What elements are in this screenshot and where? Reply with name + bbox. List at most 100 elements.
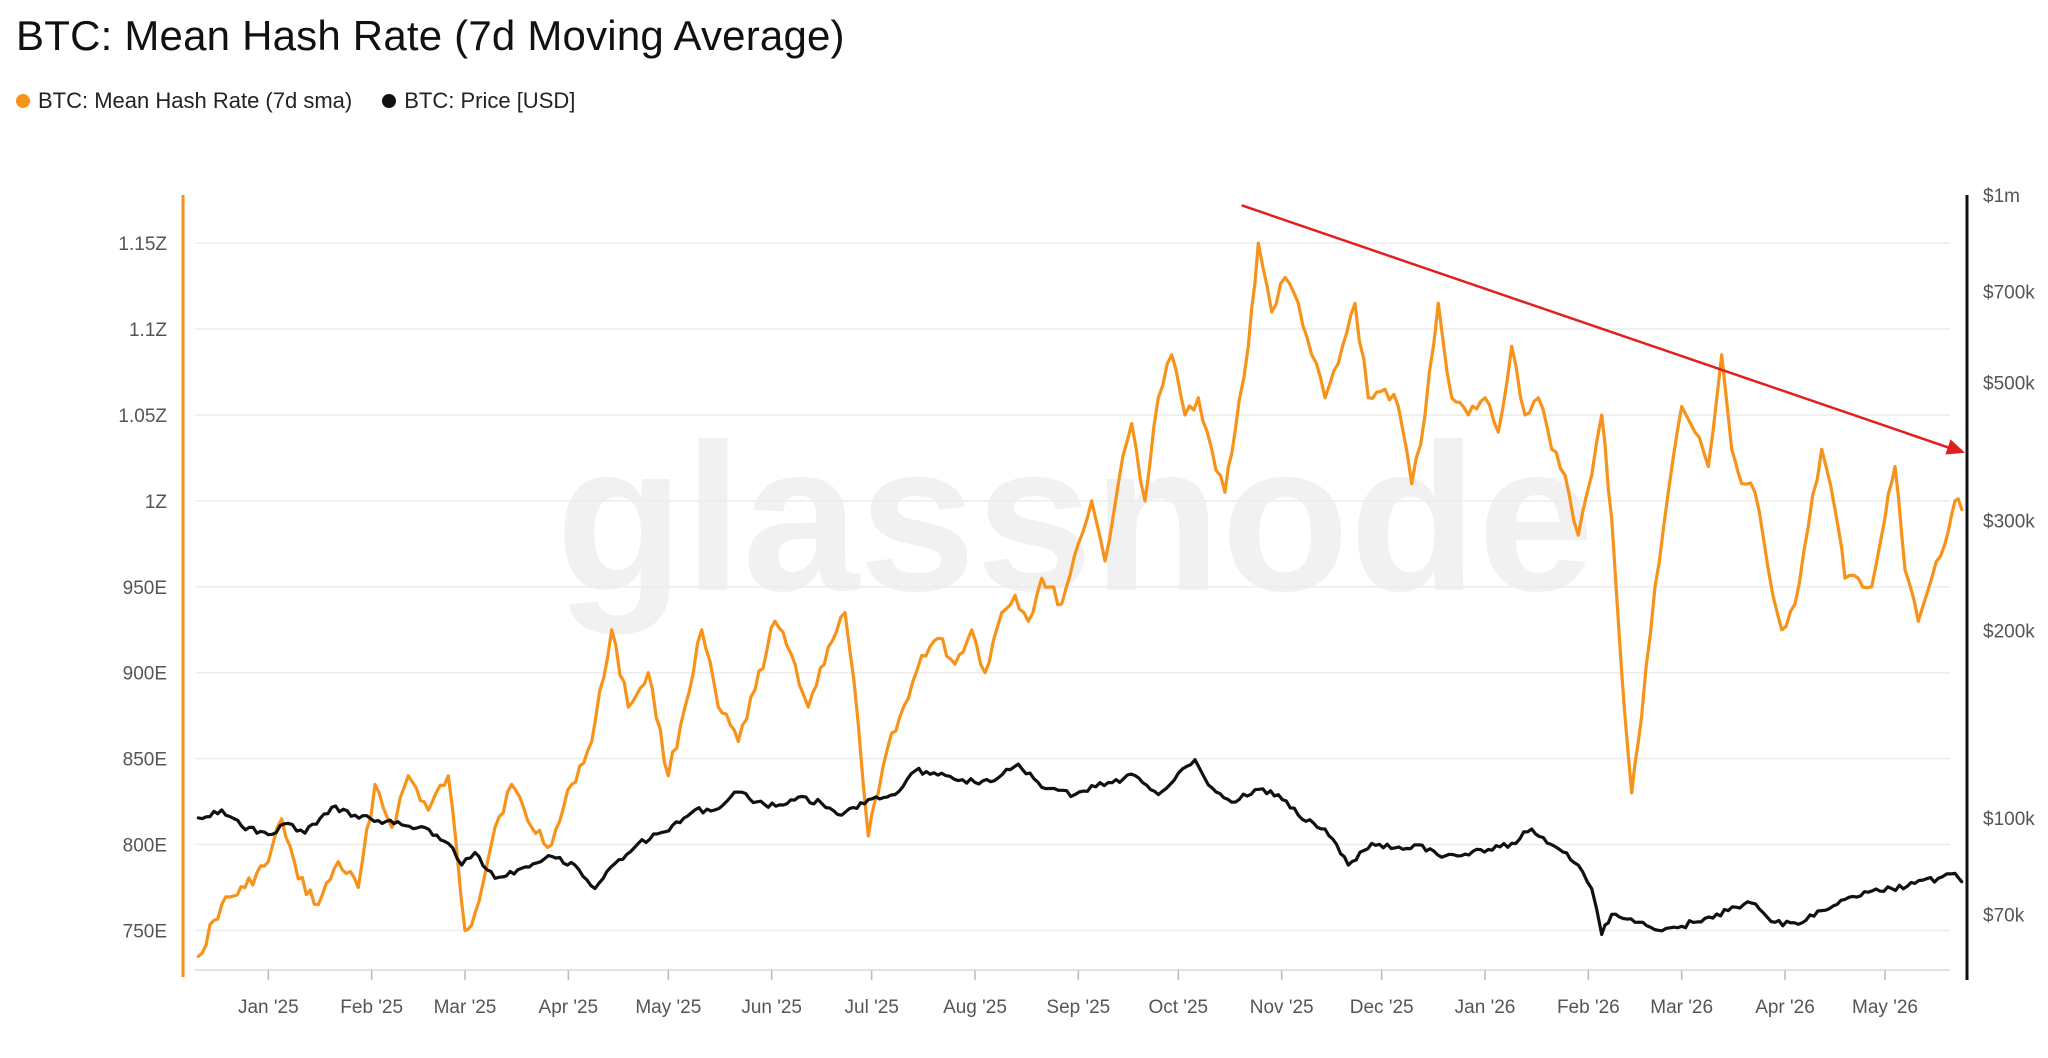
hash-rate-point: [773, 619, 778, 624]
hash-rate-point: [666, 773, 671, 778]
price-point: [196, 815, 201, 820]
hash-rate-point: [1233, 430, 1238, 435]
price-point: [303, 831, 308, 836]
hash-rate-point: [919, 653, 924, 658]
price-point: [1253, 787, 1258, 792]
y-right-tick-label: $300k: [1983, 512, 2035, 533]
price-point: [1773, 920, 1778, 925]
legend-label-hash-rate: BTC: Mean Hash Rate (7d sma): [38, 88, 353, 113]
price-point: [1589, 886, 1594, 891]
hash-rate-point: [1156, 395, 1161, 400]
hash-rate-point: [1396, 404, 1401, 409]
price-point: [996, 775, 1001, 780]
price-point: [1369, 841, 1374, 846]
price-point: [713, 807, 718, 812]
x-tick-label: May '26: [1852, 997, 1918, 1018]
x-tick-label: Aug '25: [943, 997, 1007, 1018]
hash-rate-point: [1209, 447, 1214, 452]
hash-rate-point: [969, 627, 974, 632]
hash-rate-point: [1833, 507, 1838, 512]
price-point: [239, 824, 244, 829]
hash-rate-point: [1869, 584, 1874, 589]
hash-rate-point: [1013, 593, 1018, 598]
price-point: [1193, 757, 1198, 762]
x-tick-label: Feb '26: [1557, 997, 1620, 1018]
price-point: [1393, 845, 1398, 850]
price-point: [1679, 924, 1684, 929]
y-left-tick-label: 1Z: [145, 492, 168, 513]
hash-rate-point: [1753, 490, 1758, 495]
price-point: [423, 825, 428, 830]
hash-rate-point: [1719, 352, 1724, 357]
hash-rate-point: [626, 705, 631, 710]
price-point: [1016, 762, 1021, 767]
hash-rate-point: [1449, 395, 1454, 400]
hash-rate-point: [1729, 447, 1734, 452]
y-right-tick-label: $100k: [1983, 809, 2035, 830]
x-tick-label: Mar '26: [1650, 997, 1713, 1018]
hash-rate-point: [1629, 791, 1634, 796]
hash-rate-point: [1366, 395, 1371, 400]
price-point: [459, 863, 464, 868]
price-point: [866, 797, 871, 802]
hash-rate-point: [1496, 430, 1501, 435]
hash-rate-point: [1653, 584, 1658, 589]
y-right-tick-label: $700k: [1983, 282, 2035, 303]
hash-rate-point: [463, 928, 468, 933]
hash-rate-point: [1819, 447, 1824, 452]
hash-rate-point: [336, 859, 341, 864]
legend-item-price[interactable]: BTC: Price [USD]: [382, 88, 575, 114]
hash-rate-point: [1436, 301, 1441, 306]
legend-dot-hash-rate: [16, 94, 30, 108]
legend-item-hash-rate[interactable]: BTC: Mean Hash Rate (7d sma): [16, 88, 352, 114]
hash-rate-point: [1103, 559, 1108, 564]
hash-rate-point: [1059, 602, 1064, 607]
hash-rate-point: [1536, 395, 1541, 400]
hash-rate-point: [1409, 481, 1414, 486]
price-point: [1296, 813, 1301, 818]
hash-rate-point: [1039, 576, 1044, 581]
y-right-tick-label: $1m: [1983, 186, 2020, 207]
hash-rate-point: [1509, 344, 1514, 349]
hash-rate-point: [549, 842, 554, 847]
hash-rate-point: [1779, 627, 1784, 632]
hash-rate-point: [699, 627, 704, 632]
hash-rate-point: [1129, 421, 1134, 426]
legend: BTC: Mean Hash Rate (7d sma) BTC: Price …: [16, 88, 575, 114]
x-tick-label: Jun '25: [741, 997, 802, 1018]
legend-dot-price: [382, 94, 397, 108]
grid-lines: [195, 242, 1950, 932]
hash-rate-point: [806, 705, 811, 710]
hash-rate-point: [753, 687, 758, 692]
price-point: [939, 771, 944, 776]
hash-rate-point: [1666, 490, 1671, 495]
hash-rate-point: [856, 722, 861, 727]
hash-rate-point: [1169, 352, 1174, 357]
y-right-tick-label: $70k: [1983, 905, 2025, 926]
y-right-tick-label: $200k: [1983, 621, 2035, 642]
hash-rate-point: [243, 885, 248, 890]
x-tick-label: Apr '26: [1755, 997, 1815, 1018]
series-layer: [196, 241, 1964, 958]
hash-rate-point: [609, 627, 614, 632]
hash-rate-point: [1483, 395, 1488, 400]
hash-rate-point: [983, 670, 988, 675]
hash-rate-point: [1143, 498, 1148, 503]
price-point: [1599, 932, 1604, 937]
price-point: [613, 861, 618, 866]
hash-rate-point: [1739, 481, 1744, 486]
x-tick-label: Nov '25: [1250, 997, 1314, 1018]
hash-rate-point: [1953, 498, 1958, 503]
hash-rate-point: [646, 670, 651, 675]
hash-rate-point: [1256, 241, 1261, 246]
price-point: [1323, 827, 1328, 832]
x-tick-label: Jan '25: [238, 997, 299, 1018]
price-point: [1073, 792, 1078, 797]
hash-rate-point: [1576, 533, 1581, 538]
hash-rate-point: [1929, 576, 1934, 581]
hash-rate-point: [1223, 490, 1228, 495]
price-point: [1749, 901, 1754, 906]
price-point: [266, 832, 271, 837]
hash-rate-point: [406, 773, 411, 778]
